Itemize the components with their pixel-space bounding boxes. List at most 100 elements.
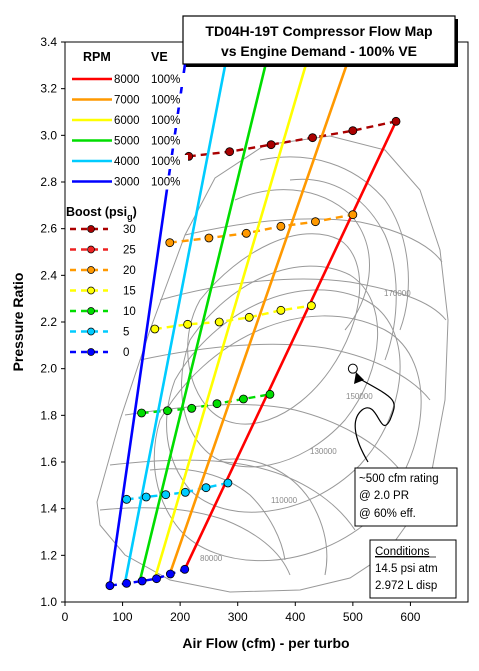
title-box: TD04H-19T Compressor Flow Map vs Engine …	[182, 15, 458, 67]
boost-point-5	[161, 490, 171, 500]
y-tick-label: 3.4	[40, 35, 57, 49]
boost-point-0	[122, 578, 132, 588]
boost-point-0	[180, 564, 190, 574]
legend-boost-label: 15	[123, 286, 136, 298]
conditions-line-1: 14.5 psi atm	[375, 563, 438, 575]
y-tick-label: 3.0	[40, 128, 57, 142]
boost-point-10	[137, 408, 146, 418]
legend-ve-label: 100%	[151, 95, 180, 107]
x-axis-title: Air Flow (cfm) - per turbo	[182, 635, 349, 651]
y-tick-label: 2.8	[40, 175, 57, 189]
boost-point-15	[183, 319, 193, 329]
x-tick-label: 300	[228, 610, 248, 624]
boost-line-15	[154, 304, 312, 331]
speed-label-150000: 150000	[346, 392, 373, 401]
boost-point-30	[308, 133, 317, 143]
annotation-line-2: @ 2.0 PR	[359, 490, 409, 502]
y-axis-title: Pressure Ratio	[10, 273, 26, 372]
boost-point-5	[201, 483, 211, 493]
legend-boost-marker	[87, 245, 95, 254]
y-axis: 1.0 1.2 1.4 1.6 1.8 2.0 2.2 2.4 2.6 2.8 3.0 3.2 3.4	[40, 35, 65, 609]
boost-point-10	[212, 399, 222, 409]
y-tick-label: 2.4	[40, 268, 57, 282]
legend-boost-header: Boost (psig)	[66, 205, 137, 222]
speed-label-170000: 170000	[384, 289, 411, 298]
legend-ve-label: 100%	[151, 177, 180, 189]
legend: RPM VE 8000 100% 7000 100% 6000 100% 5000 100% 4…	[66, 50, 188, 359]
legend-boost-label: 25	[123, 245, 136, 257]
legend-rpm-label: 3000	[114, 177, 140, 189]
rating-point	[347, 363, 358, 374]
boost-point-5	[141, 492, 151, 502]
legend-boost-marker	[87, 225, 95, 233]
legend-boost-label: 5	[123, 327, 129, 339]
legend-rpm-label: 8000	[114, 74, 140, 86]
annotation-line-1: ~500 cfm rating	[359, 473, 439, 485]
x-tick-label: 100	[113, 610, 133, 624]
legend-boost-marker	[87, 266, 95, 274]
legend-boost-marker	[87, 307, 95, 315]
rpm-line-3000	[108, 42, 190, 586]
boost-point-0	[137, 576, 147, 586]
boost-point-0	[152, 574, 161, 584]
legend-boost-label: 10	[123, 306, 136, 318]
y-tick-label: 2.2	[40, 315, 57, 329]
boost-point-10	[239, 394, 248, 404]
boost-point-15	[150, 324, 160, 334]
legend-rpm-label: 4000	[114, 156, 140, 168]
legend-boost-label: 30	[123, 224, 136, 236]
rpm-line-4000	[123, 42, 231, 584]
chart-title-line-2: vs Engine Demand - 100% VE	[221, 43, 417, 59]
conditions-line-2: 2.972 L disp	[375, 580, 437, 592]
legend-ve-label: 100%	[151, 74, 180, 86]
boost-points	[105, 116, 401, 591]
arrow-head	[354, 372, 364, 384]
legend-ve-label: 100%	[151, 136, 180, 148]
boost-point-20	[241, 228, 251, 238]
rating-annotation: ~500 cfm rating @ 2.0 PR @ 60% eff.	[347, 363, 458, 527]
rpm-line-7000	[168, 42, 356, 575]
speed-line-labels: 170000 150000 130000 110000 80000	[200, 289, 411, 563]
boost-point-20	[204, 233, 214, 243]
y-tick-label: 3.2	[40, 82, 57, 96]
legend-rpm-label: 5000	[114, 136, 140, 148]
boost-point-30	[391, 116, 401, 126]
y-tick-label: 1.2	[40, 548, 57, 562]
boost-point-10	[187, 403, 197, 413]
y-tick-label: 1.8	[40, 408, 57, 422]
legend-boost-marker	[87, 327, 95, 336]
boost-point-5	[180, 487, 190, 497]
legend-boost-marker	[87, 348, 95, 356]
boost-point-20	[311, 217, 320, 227]
boost-point-20	[348, 210, 358, 220]
boost-point-15	[276, 305, 286, 315]
legend-boost-label: 0	[123, 347, 129, 359]
boost-point-20	[276, 221, 286, 231]
legend-ve-label: 100%	[151, 156, 180, 168]
legend-rpm-label: 7000	[114, 95, 140, 107]
annotation-line-3: @ 60% eff.	[359, 508, 416, 520]
x-tick-label: 600	[400, 610, 420, 624]
conditions-title: Conditions	[375, 546, 430, 558]
rpm-line-8000	[183, 120, 398, 570]
speed-label-110000: 110000	[271, 496, 298, 505]
y-tick-label: 2.6	[40, 222, 57, 236]
boost-point-10	[265, 389, 275, 399]
annotation-arrow	[354, 377, 395, 463]
boost-point-30	[225, 147, 235, 157]
legend-ve-label: 100%	[151, 115, 180, 127]
x-tick-label: 200	[170, 610, 190, 624]
legend-boost-marker	[87, 286, 95, 295]
boost-point-5	[122, 494, 132, 504]
rpm-lines	[108, 42, 398, 586]
y-tick-label: 1.4	[40, 502, 57, 516]
y-tick-label: 1.0	[40, 595, 57, 609]
x-axis: 0 100 200 300 400 500 600	[62, 602, 421, 624]
boost-point-15	[214, 317, 224, 327]
chart-title-line-1: TD04H-19T Compressor Flow Map	[205, 23, 432, 39]
legend-rpm-label: 6000	[114, 115, 140, 127]
speed-label-80000: 80000	[200, 554, 223, 563]
x-tick-label: 400	[285, 610, 305, 624]
boost-point-0	[105, 581, 115, 591]
